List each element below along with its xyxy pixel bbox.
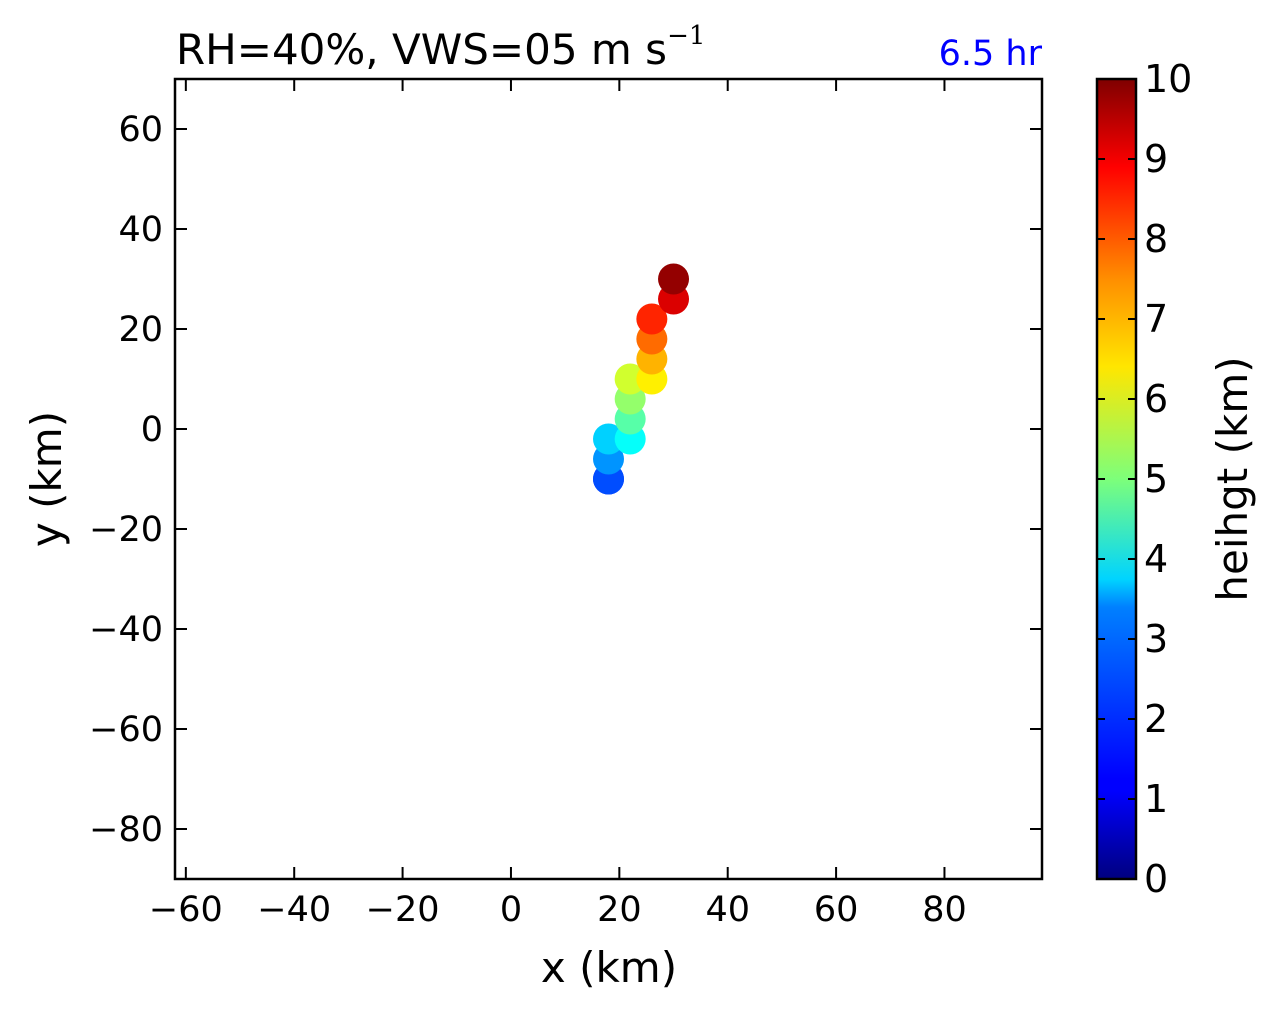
colorbar-tick-label: 10 [1144,57,1192,101]
chart-title-main: RH=40%, VWS=05 m s [176,25,667,74]
colorbar-tick-label: 5 [1144,457,1168,501]
colorbar-tick-label: 6 [1144,377,1168,421]
x-tick-label: 0 [500,890,522,930]
time-label: 6.5 hr [939,34,1043,74]
y-axis-label: y (km) [22,411,71,547]
y-tick-label: 60 [118,110,163,150]
y-tick-label: −40 [89,610,163,650]
colorbar-label: heihgt (km) [1208,356,1257,601]
colorbar-tick-label: 2 [1144,697,1168,741]
y-tick-label: −20 [89,510,163,550]
colorbar: 0 1 2 3 4 5 6 7 8 9 10 heihgt (km) [1095,57,1257,901]
x-tick-label: −60 [149,890,223,930]
y-tick-label: 20 [118,310,163,350]
scatter-point [614,363,646,395]
scatter-point [636,303,668,335]
chart-title-superscript: −1 [667,21,705,51]
colorbar-tick-label: 0 [1144,857,1168,901]
x-tick-label: 60 [814,890,859,930]
plot-area: −60 −40 −20 0 20 40 60 80 60 40 20 0 −20 −40 −60 −80 [89,77,1044,930]
x-tick-label: 40 [705,890,750,930]
colorbar-ticks: 0 1 2 3 4 5 6 7 8 9 10 [1097,57,1192,901]
colorbar-tick-label: 1 [1144,777,1168,821]
y-tick-label: 0 [141,410,163,450]
scatter-point [658,263,690,295]
x-tick-label: −40 [257,890,331,930]
x-axis-ticks: −60 −40 −20 0 20 40 60 80 [149,79,967,930]
scatter-points [593,263,690,495]
scatter-point [593,423,624,455]
colorbar-tick-label: 9 [1144,137,1168,181]
colorbar-tick-label: 8 [1144,217,1168,261]
x-axis-label: x (km) [541,943,677,992]
x-tick-label: 80 [922,890,967,930]
y-axis-ticks: 60 40 20 0 −20 −40 −60 −80 [89,110,1042,850]
x-tick-label: 20 [597,890,642,930]
y-tick-label: −80 [89,810,163,850]
colorbar-tick-label: 4 [1144,537,1168,581]
y-tick-label: −60 [89,710,163,750]
y-tick-label: 40 [118,210,163,250]
chart-title: RH=40%, VWS=05 m s−1 [176,21,705,74]
colorbar-tick-label: 7 [1144,297,1168,341]
x-tick-label: −20 [366,890,440,930]
colorbar-tick-label: 3 [1144,617,1168,661]
